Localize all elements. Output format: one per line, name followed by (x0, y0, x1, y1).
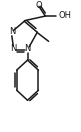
Text: OH: OH (59, 11, 72, 20)
Text: N: N (9, 27, 15, 36)
Text: N: N (24, 44, 31, 53)
Text: O: O (35, 1, 42, 10)
Text: N: N (11, 44, 17, 53)
